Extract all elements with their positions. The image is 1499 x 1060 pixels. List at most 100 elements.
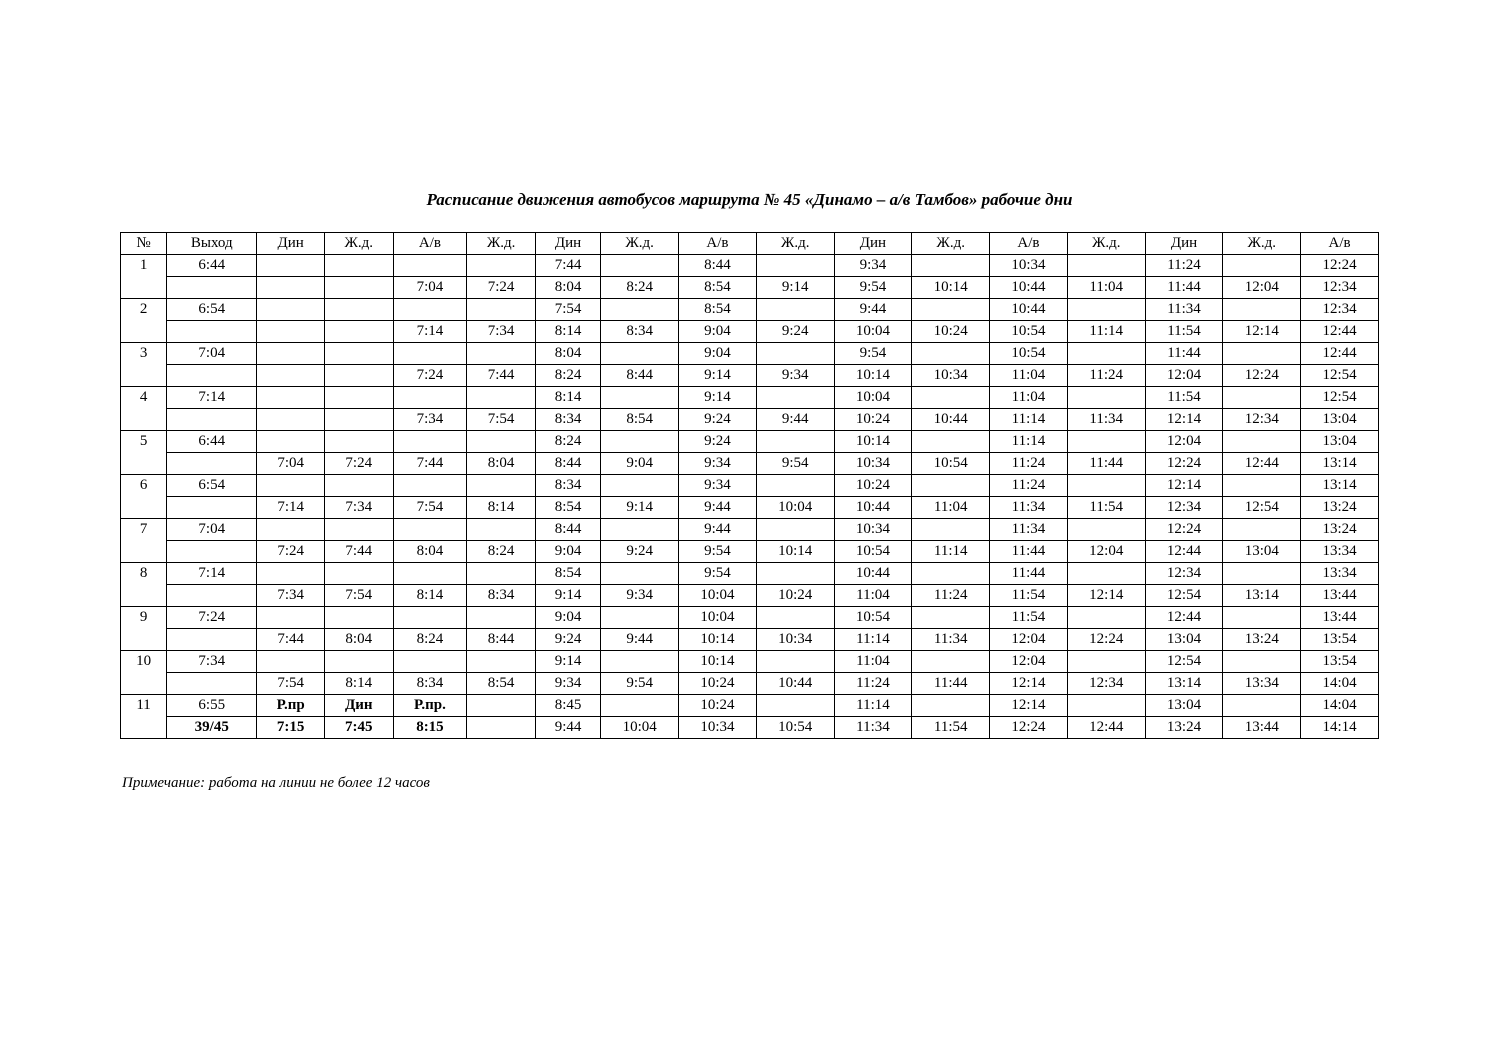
cell: 10:54 [834,541,912,563]
cell: 7:04 [167,343,257,365]
cell [393,255,467,277]
cell: 8:04 [393,541,467,563]
cell [912,343,990,365]
cell: 12:44 [1301,321,1379,343]
cell [1223,387,1301,409]
cell [325,321,394,343]
cell: 13:04 [1145,695,1223,717]
cell [167,453,257,475]
cell: 9:34 [679,475,757,497]
cell [393,475,467,497]
cell [167,585,257,607]
cell: 8:44 [535,453,600,475]
cell: 12:34 [1223,409,1301,431]
cell: 9:54 [834,343,912,365]
cell: 7:54 [257,673,325,695]
cell: 9:04 [535,541,600,563]
col-header-1: Выход [167,233,257,255]
col-header-15: Ж.д. [1223,233,1301,255]
cell: 9:14 [679,387,757,409]
cell [1067,475,1145,497]
table-row: 16:447:448:449:3410:3411:2412:24 [121,255,1379,277]
cell: 9:24 [679,409,757,431]
row-num: 5 [121,431,167,475]
table-row: 87:148:549:5410:4411:4412:3413:34 [121,563,1379,585]
cell: 13:14 [1145,673,1223,695]
cell: 12:44 [1145,541,1223,563]
table-row: 7:047:248:048:248:549:149:5410:1410:4411… [121,277,1379,299]
table-row: 7:548:148:348:549:349:5410:2410:4411:241… [121,673,1379,695]
cell: 10:34 [756,629,834,651]
row-num: 8 [121,563,167,607]
cell: 7:45 [325,717,394,739]
cell [467,651,536,673]
cell: 12:34 [1145,497,1223,519]
cell [1067,299,1145,321]
cell: 9:04 [601,453,679,475]
cell [467,431,536,453]
cell [467,695,536,717]
cell [257,519,325,541]
cell [1067,519,1145,541]
cell: 9:44 [679,519,757,541]
col-header-0: № [121,233,167,255]
cell: 11:14 [990,431,1068,453]
cell: 8:15 [393,717,467,739]
cell: 9:34 [756,365,834,387]
cell: 8:14 [325,673,394,695]
cell: 7:04 [257,453,325,475]
cell: 13:54 [1301,651,1379,673]
cell: 13:34 [1301,563,1379,585]
cell [393,387,467,409]
cell: 10:54 [756,717,834,739]
cell: 10:34 [834,453,912,475]
col-header-8: А/в [679,233,757,255]
cell: 9:04 [679,321,757,343]
cell: 7:54 [467,409,536,431]
cell: 14:04 [1301,673,1379,695]
cell: 8:24 [601,277,679,299]
cell [325,651,394,673]
cell [756,255,834,277]
cell [325,343,394,365]
cell: 11:24 [990,475,1068,497]
header-row: №ВыходДинЖ.д.А/вЖ.д.ДинЖ.д.А/вЖ.д.ДинЖ.д… [121,233,1379,255]
cell: 9:34 [834,255,912,277]
cell: 6:55 [167,695,257,717]
cell [1223,343,1301,365]
cell [756,607,834,629]
cell [912,387,990,409]
cell: 11:14 [834,629,912,651]
cell: 9:34 [535,673,600,695]
cell [1067,431,1145,453]
cell: 7:44 [257,629,325,651]
cell [467,343,536,365]
cell: 7:44 [467,365,536,387]
cell: 11:34 [1145,299,1223,321]
cell: 7:24 [393,365,467,387]
row-num: 2 [121,299,167,343]
cell: 7:34 [325,497,394,519]
table-row: 107:349:1410:1411:0412:0412:5413:54 [121,651,1379,673]
row-num: 9 [121,607,167,651]
cell: 13:04 [1301,409,1379,431]
cell: 10:54 [990,321,1068,343]
cell: 10:24 [912,321,990,343]
cell: 13:14 [1301,453,1379,475]
table-row: 77:048:449:4410:3411:3412:2413:24 [121,519,1379,541]
cell: 14:04 [1301,695,1379,717]
cell: 12:04 [990,629,1068,651]
table-row: 7:347:548:348:549:249:4410:2410:4411:141… [121,409,1379,431]
table-row: 39/457:157:458:159:4410:0410:3410:5411:3… [121,717,1379,739]
cell: 8:54 [535,497,600,519]
cell: 10:14 [679,629,757,651]
cell: 11:44 [990,563,1068,585]
cell [393,519,467,541]
cell: 8:54 [467,673,536,695]
cell: 12:14 [990,695,1068,717]
cell: 10:04 [601,717,679,739]
cell: Дин [325,695,394,717]
table-row: 56:448:249:2410:1411:1412:0413:04 [121,431,1379,453]
cell [601,607,679,629]
cell: 13:14 [1301,475,1379,497]
